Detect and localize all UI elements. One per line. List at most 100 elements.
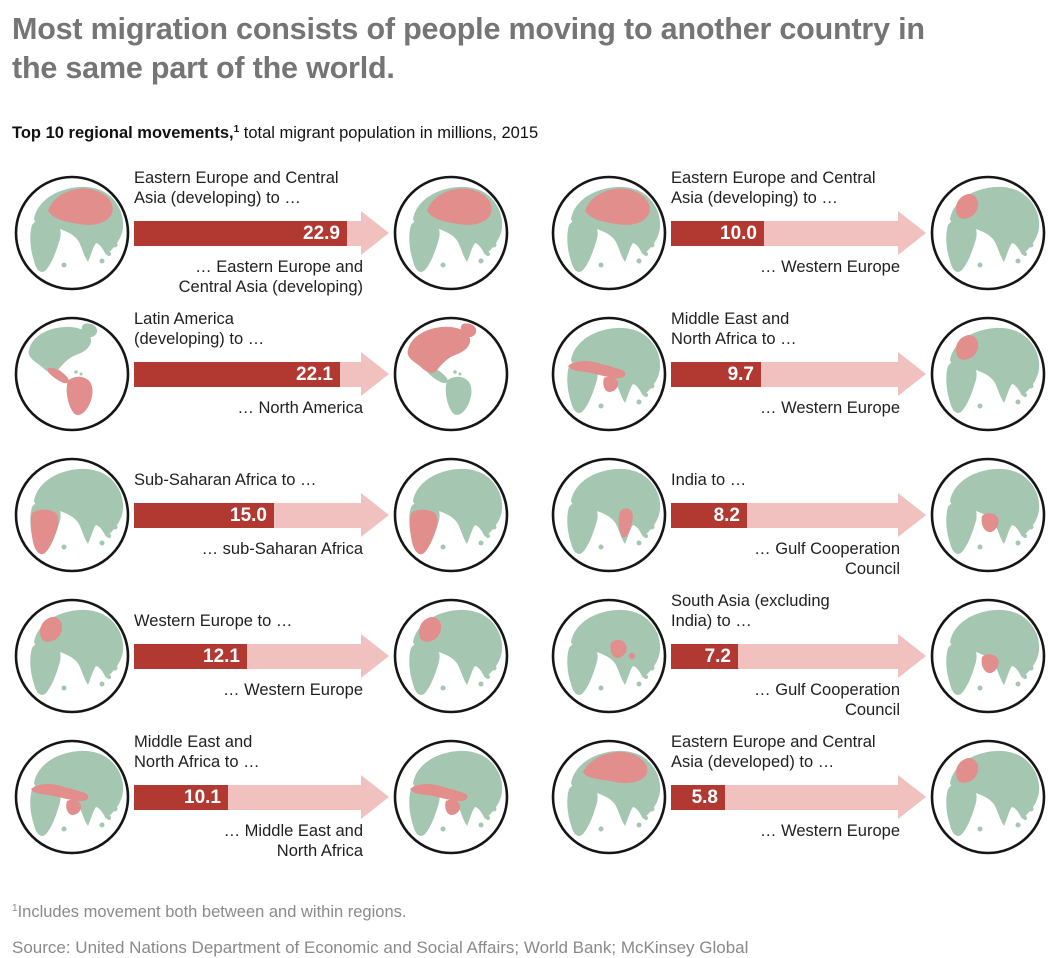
migration-arrow: 10.1: [134, 775, 389, 819]
origin-label: Western Europe to …: [134, 611, 293, 630]
migration-row: Eastern Europe and Central Asia (develop…: [12, 169, 511, 297]
origin-globe-icon: [12, 455, 132, 575]
origin-label: Sub-Saharan Africa to …: [134, 470, 317, 489]
destination-label: … sub-Saharan Africa: [201, 540, 363, 558]
arrowhead-icon: [898, 211, 926, 255]
row-middle: Eastern Europe and Central Asia (develop…: [671, 169, 926, 297]
value-label: 22.1: [296, 363, 333, 385]
origin-globe-icon: [549, 455, 669, 575]
row-middle: Middle East and North Africa to … 10.1 ……: [134, 733, 389, 861]
destination-globe-icon: [391, 596, 511, 716]
migration-row: South Asia (excluding India) to … 7.2 … …: [549, 592, 1048, 720]
origin-label: Middle East and North Africa to …: [134, 733, 260, 771]
arrow-body: [738, 643, 898, 669]
arrow-body: [228, 784, 361, 810]
arrowhead-icon: [361, 634, 389, 678]
row-middle: Middle East and North Africa to … 9.7 … …: [671, 310, 926, 438]
footnote-text: Includes movement both between and withi…: [17, 903, 407, 921]
destination-label: … Western Europe: [759, 258, 900, 276]
destination-globe-icon: [391, 314, 511, 434]
arrowhead-icon: [898, 775, 926, 819]
migration-arrow: 8.2: [671, 493, 926, 537]
origin-globe-icon: [12, 737, 132, 857]
destination-label: … Western Europe: [759, 822, 900, 840]
migration-row: Sub-Saharan Africa to … 15.0 … sub-Sahar…: [12, 451, 511, 579]
origin-label: Eastern Europe and Central Asia (develop…: [671, 733, 876, 771]
origin-globe-icon: [549, 314, 669, 434]
subtitle-footnote-marker: 1: [233, 124, 240, 135]
migration-row: Eastern Europe and Central Asia (develop…: [549, 169, 1048, 297]
subtitle-bold: Top 10 regional movements,: [12, 124, 234, 142]
value-bar: 12.1: [134, 643, 247, 669]
migration-row: Eastern Europe and Central Asia (develop…: [549, 733, 1048, 861]
value-label: 8.2: [713, 504, 740, 526]
destination-globe-icon: [928, 314, 1048, 434]
migration-arrow: 9.7: [671, 352, 926, 396]
destination-globe-icon: [928, 596, 1048, 716]
column-right: Eastern Europe and Central Asia (develop…: [549, 169, 1048, 861]
origin-label: India to …: [671, 470, 747, 489]
source-line: Source: United Nations Department of Eco…: [12, 938, 749, 957]
column-left: Eastern Europe and Central Asia (develop…: [12, 169, 511, 861]
migration-arrow: 15.0: [134, 493, 389, 537]
arrow-body: [347, 220, 361, 246]
origin-globe-icon: [12, 596, 132, 716]
migration-arrow: 5.8: [671, 775, 926, 819]
migration-row: Middle East and North Africa to … 10.1 ……: [12, 733, 511, 861]
value-bar: 8.2: [671, 502, 747, 528]
footnote: 1Includes movement both between and with…: [12, 903, 1048, 922]
row-middle: Latin America (developing) to … 22.1 … N…: [134, 310, 389, 438]
destination-globe-icon: [928, 737, 1048, 857]
value-label: 10.1: [184, 786, 221, 808]
migration-arrow: 7.2: [671, 634, 926, 678]
origin-label: Eastern Europe and Central Asia (develop…: [134, 169, 339, 207]
destination-globe-icon: [391, 737, 511, 857]
row-middle: South Asia (excluding India) to … 7.2 … …: [671, 592, 926, 720]
migration-arrow: 10.0: [671, 211, 926, 255]
value-label: 9.7: [727, 363, 754, 385]
migration-row: Middle East and North Africa to … 9.7 … …: [549, 310, 1048, 438]
value-label: 7.2: [704, 645, 731, 667]
arrowhead-icon: [898, 352, 926, 396]
origin-label: Latin America (developing) to …: [134, 310, 265, 348]
value-label: 12.1: [203, 645, 240, 667]
arrow-body: [764, 220, 898, 246]
chart-subtitle: Top 10 regional movements,1 total migran…: [12, 124, 1048, 143]
value-bar: 7.2: [671, 643, 738, 669]
value-label: 5.8: [691, 786, 718, 808]
destination-label: … Western Europe: [222, 681, 363, 699]
migration-arrow: 22.1: [134, 352, 389, 396]
value-label: 22.9: [303, 222, 340, 244]
origin-label: South Asia (excluding India) to …: [671, 592, 830, 630]
row-middle: Eastern Europe and Central Asia (develop…: [134, 169, 389, 297]
origin-globe-icon: [12, 173, 132, 293]
row-middle: India to … 8.2 … Gulf Cooperation Counci…: [671, 451, 926, 579]
value-bar: 22.9: [134, 220, 347, 246]
row-middle: Sub-Saharan Africa to … 15.0 … sub-Sahar…: [134, 451, 389, 579]
destination-globe-icon: [928, 455, 1048, 575]
rows-grid: Eastern Europe and Central Asia (develop…: [12, 169, 1048, 861]
destination-label: … Middle East and North Africa: [223, 822, 363, 860]
value-bar: 10.0: [671, 220, 764, 246]
migration-arrow: 12.1: [134, 634, 389, 678]
destination-label: … Gulf Cooperation Council: [754, 681, 900, 719]
arrow-body: [274, 502, 361, 528]
destination-label: … Gulf Cooperation Council: [754, 540, 900, 578]
arrowhead-icon: [361, 493, 389, 537]
origin-globe-icon: [12, 314, 132, 434]
value-bar: 10.1: [134, 784, 228, 810]
arrow-body: [247, 643, 361, 669]
origin-globe-icon: [549, 596, 669, 716]
value-label: 10.0: [720, 222, 757, 244]
subtitle-rest: total migrant population in millions, 20…: [239, 124, 539, 142]
value-bar: 9.7: [671, 361, 761, 387]
destination-label: … Western Europe: [759, 399, 900, 417]
value-bar: 5.8: [671, 784, 725, 810]
arrowhead-icon: [361, 352, 389, 396]
arrow-body: [747, 502, 898, 528]
arrowhead-icon: [898, 634, 926, 678]
arrowhead-icon: [898, 493, 926, 537]
arrow-body: [761, 361, 898, 387]
destination-label: … Eastern Europe and Central Asia (devel…: [178, 258, 363, 296]
